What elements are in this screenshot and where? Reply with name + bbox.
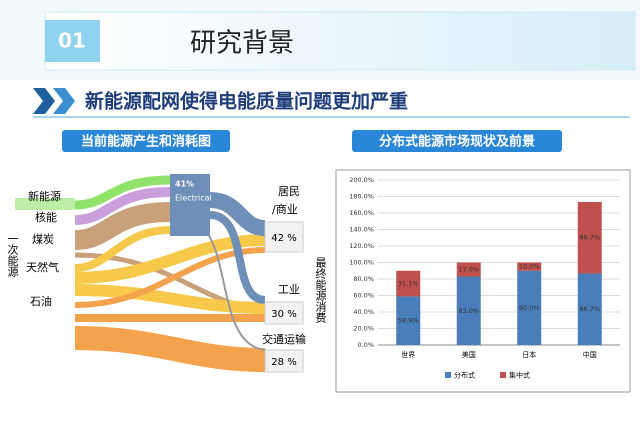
sink-value: 28 %	[271, 357, 296, 368]
bar-segment	[517, 270, 542, 345]
source-label: 石油	[30, 294, 52, 308]
y-tick-label: 40.0%	[353, 308, 374, 316]
x-tick-label: 美国	[462, 350, 476, 359]
y-tick-label: 80.0%	[353, 275, 374, 283]
sink-value: 30 %	[271, 309, 296, 320]
legend-swatch	[445, 372, 451, 378]
node-label: Electrical	[175, 194, 212, 203]
y-tick-label: 180.0%	[349, 193, 374, 201]
flow	[74, 226, 171, 272]
sink-label: 工业	[278, 283, 300, 296]
panel-tag	[62, 130, 230, 152]
value-label: 86.7%	[579, 234, 600, 242]
flow	[209, 192, 266, 236]
source-bar	[15, 198, 75, 210]
bar-segment	[396, 296, 421, 345]
source-group: 一次能源	[6, 233, 19, 278]
y-tick-label: 100.0%	[349, 259, 374, 267]
source-label: 煤炭	[32, 233, 54, 246]
subtitle: 新能源配网使得电能质量问题更加严重	[85, 90, 408, 113]
x-tick-label: 日本	[522, 350, 536, 359]
bar-segment	[396, 270, 421, 297]
sink-group: 最终能源消费	[314, 257, 327, 324]
chevron	[53, 88, 75, 114]
sink-label: 居民	[278, 185, 300, 198]
y-tick-label: 140.0%	[349, 226, 374, 234]
section-number: 01	[58, 29, 86, 53]
flow	[204, 229, 266, 351]
node-value: 41%	[175, 180, 194, 189]
number-box	[45, 20, 100, 62]
chevron	[33, 88, 55, 114]
legend-swatch	[500, 372, 506, 378]
value-label: 90.0%	[519, 304, 540, 312]
value-label: 58.9%	[398, 317, 419, 325]
header-bar	[44, 11, 636, 71]
flow	[74, 284, 266, 314]
flow	[74, 187, 171, 225]
sink-value: 42 %	[271, 233, 296, 244]
y-tick-label: 0.0%	[357, 341, 374, 349]
legend-label: 集中式	[509, 371, 530, 380]
electrical-node	[170, 174, 210, 236]
value-label: 86.7%	[579, 305, 600, 313]
y-tick-label: 60.0%	[353, 292, 374, 300]
panel-title: 分布式能源市场现状及前景	[379, 134, 535, 150]
flow	[74, 326, 266, 372]
value-label: 10.0%	[519, 263, 540, 271]
sink-box	[264, 221, 304, 253]
x-tick-label: 中国	[583, 350, 597, 359]
bar-segment	[577, 201, 602, 274]
flow	[74, 175, 171, 210]
panel-tag	[352, 130, 562, 152]
value-label: 31.1%	[398, 280, 419, 288]
flow	[74, 202, 171, 250]
sink-box	[264, 349, 304, 373]
sink-label: 交通运输	[262, 332, 306, 346]
source-label: 新能源	[28, 189, 61, 203]
panel-title: 当前能源产生和消耗图	[81, 134, 211, 150]
section-title: 研究背景	[190, 29, 294, 59]
y-tick-label: 200.0%	[349, 176, 374, 184]
bar-segment	[456, 276, 481, 345]
sankey	[74, 175, 266, 372]
source-label: 天然气	[26, 260, 59, 274]
sink-label: /商业	[272, 202, 298, 216]
y-tick-label: 20.0%	[353, 325, 374, 333]
y-tick-label: 160.0%	[349, 209, 374, 217]
source-label: 核能	[35, 210, 57, 224]
bar-segment	[577, 273, 602, 345]
value-label: 17.0%	[458, 266, 479, 274]
x-tick-label: 世界	[401, 350, 415, 359]
value-label: 83.0%	[458, 307, 479, 315]
y-tick-label: 120.0%	[349, 242, 374, 250]
sink-box	[264, 301, 304, 325]
bar-segment	[517, 262, 542, 271]
legend-label: 分布式	[454, 371, 475, 380]
bar-segment	[456, 262, 481, 277]
flow	[209, 211, 266, 304]
